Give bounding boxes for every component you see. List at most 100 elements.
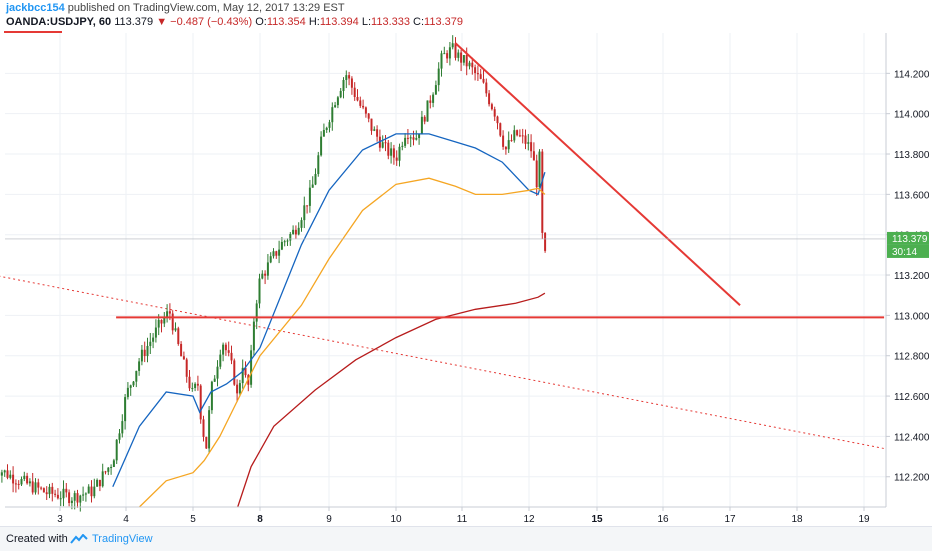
candle-body	[337, 97, 339, 105]
candle-body	[71, 501, 73, 503]
candle	[116, 439, 118, 464]
candle-body	[357, 97, 359, 100]
candle	[455, 37, 457, 60]
candle-body	[197, 384, 199, 386]
candle	[399, 144, 401, 167]
candle-body	[457, 53, 459, 58]
price-tick-label: 112.800	[894, 352, 930, 363]
candle	[233, 359, 235, 386]
candles-layer	[0, 35, 546, 511]
candle-body	[152, 338, 154, 342]
candle-body	[527, 142, 529, 144]
price-tick-label: 113.000	[894, 311, 930, 322]
last-price-tag-label: 113.379	[892, 234, 928, 245]
candle	[452, 35, 454, 49]
candle-body	[471, 63, 473, 68]
candle-body	[354, 88, 356, 97]
time-tick-label: 17	[724, 514, 736, 525]
candle-body	[270, 256, 272, 262]
candle-body	[368, 114, 370, 119]
candle-body	[362, 106, 364, 107]
price-tick-label: 112.200	[894, 473, 930, 484]
candle	[242, 359, 244, 388]
candle-body	[253, 322, 255, 351]
candle	[4, 470, 6, 477]
candle	[15, 479, 17, 492]
candle	[287, 238, 289, 246]
candle-body	[365, 107, 367, 113]
candle-body	[326, 128, 328, 130]
candle-body	[508, 140, 510, 149]
candle-body	[455, 43, 457, 58]
candle-body	[177, 328, 179, 344]
candle	[410, 135, 412, 147]
candle	[186, 358, 188, 383]
candle	[415, 130, 417, 140]
candle-body	[317, 155, 319, 174]
candle	[413, 131, 415, 146]
candle	[7, 464, 9, 479]
candle-body	[261, 274, 263, 279]
candle	[180, 341, 182, 356]
trendlines-layer	[5, 43, 886, 317]
candle-body	[303, 205, 305, 220]
candle-body	[138, 361, 140, 370]
candle-body	[85, 493, 87, 494]
candle	[102, 464, 104, 488]
candle	[429, 95, 431, 108]
candle	[46, 486, 48, 500]
candle-body	[77, 493, 79, 502]
candle	[93, 479, 95, 499]
candle-body	[256, 303, 258, 321]
candle-body	[236, 385, 238, 394]
candle	[446, 50, 448, 63]
candle-body	[12, 475, 14, 484]
candle	[323, 124, 325, 137]
candle-body	[373, 129, 375, 131]
candle-body	[396, 158, 398, 161]
candle	[306, 205, 308, 213]
price-tick-label: 114.200	[894, 69, 930, 80]
tradingview-logo-icon[interactable]	[70, 534, 88, 544]
candle-body	[345, 75, 347, 80]
candle	[166, 304, 168, 322]
candle	[253, 317, 255, 356]
candle	[54, 490, 56, 497]
time-tick-label: 3	[57, 514, 63, 525]
candle-body	[102, 471, 104, 486]
candle-body	[141, 350, 143, 362]
tradingview-link[interactable]: TradingView	[92, 533, 153, 545]
candle	[348, 72, 350, 85]
candle	[152, 333, 154, 348]
candle	[539, 149, 541, 187]
price-chart[interactable]: 114.200114.000113.800113.600113.400113.2…	[0, 0, 932, 526]
candle-body	[295, 230, 297, 235]
price-tick-label: 113.800	[894, 150, 930, 161]
candle	[536, 155, 538, 196]
candle	[119, 429, 121, 444]
candle-body	[410, 137, 412, 138]
candle	[96, 478, 98, 487]
time-tick-label: 10	[390, 514, 402, 525]
candle	[488, 90, 490, 106]
candle-body	[259, 279, 261, 304]
candle-body	[441, 53, 443, 68]
candle-body	[233, 360, 235, 384]
candle	[65, 483, 67, 497]
candle	[225, 343, 227, 356]
candle-body	[65, 489, 67, 493]
price-axis[interactable]: 114.200114.000113.800113.600113.400113.2…	[886, 33, 930, 507]
candle-body	[43, 488, 45, 492]
candle-body	[133, 382, 135, 386]
candle-body	[387, 143, 389, 156]
candle	[443, 47, 445, 54]
candle	[99, 480, 101, 491]
candle	[105, 471, 107, 474]
candle	[331, 102, 333, 130]
candle	[203, 416, 205, 442]
candle-body	[348, 75, 350, 78]
candle-body	[485, 83, 487, 94]
candle-body	[289, 234, 291, 241]
candle	[9, 470, 11, 479]
